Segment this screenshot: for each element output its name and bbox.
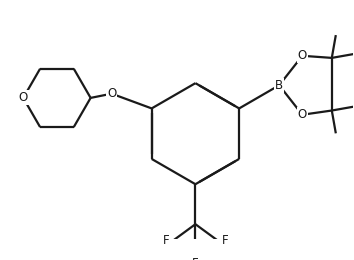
Text: O: O xyxy=(298,49,307,62)
Text: O: O xyxy=(19,92,28,105)
Text: F: F xyxy=(162,234,169,247)
Text: O: O xyxy=(107,87,116,100)
Text: F: F xyxy=(192,257,199,260)
Text: B: B xyxy=(275,79,283,92)
Text: F: F xyxy=(222,234,228,247)
Text: O: O xyxy=(298,108,307,121)
